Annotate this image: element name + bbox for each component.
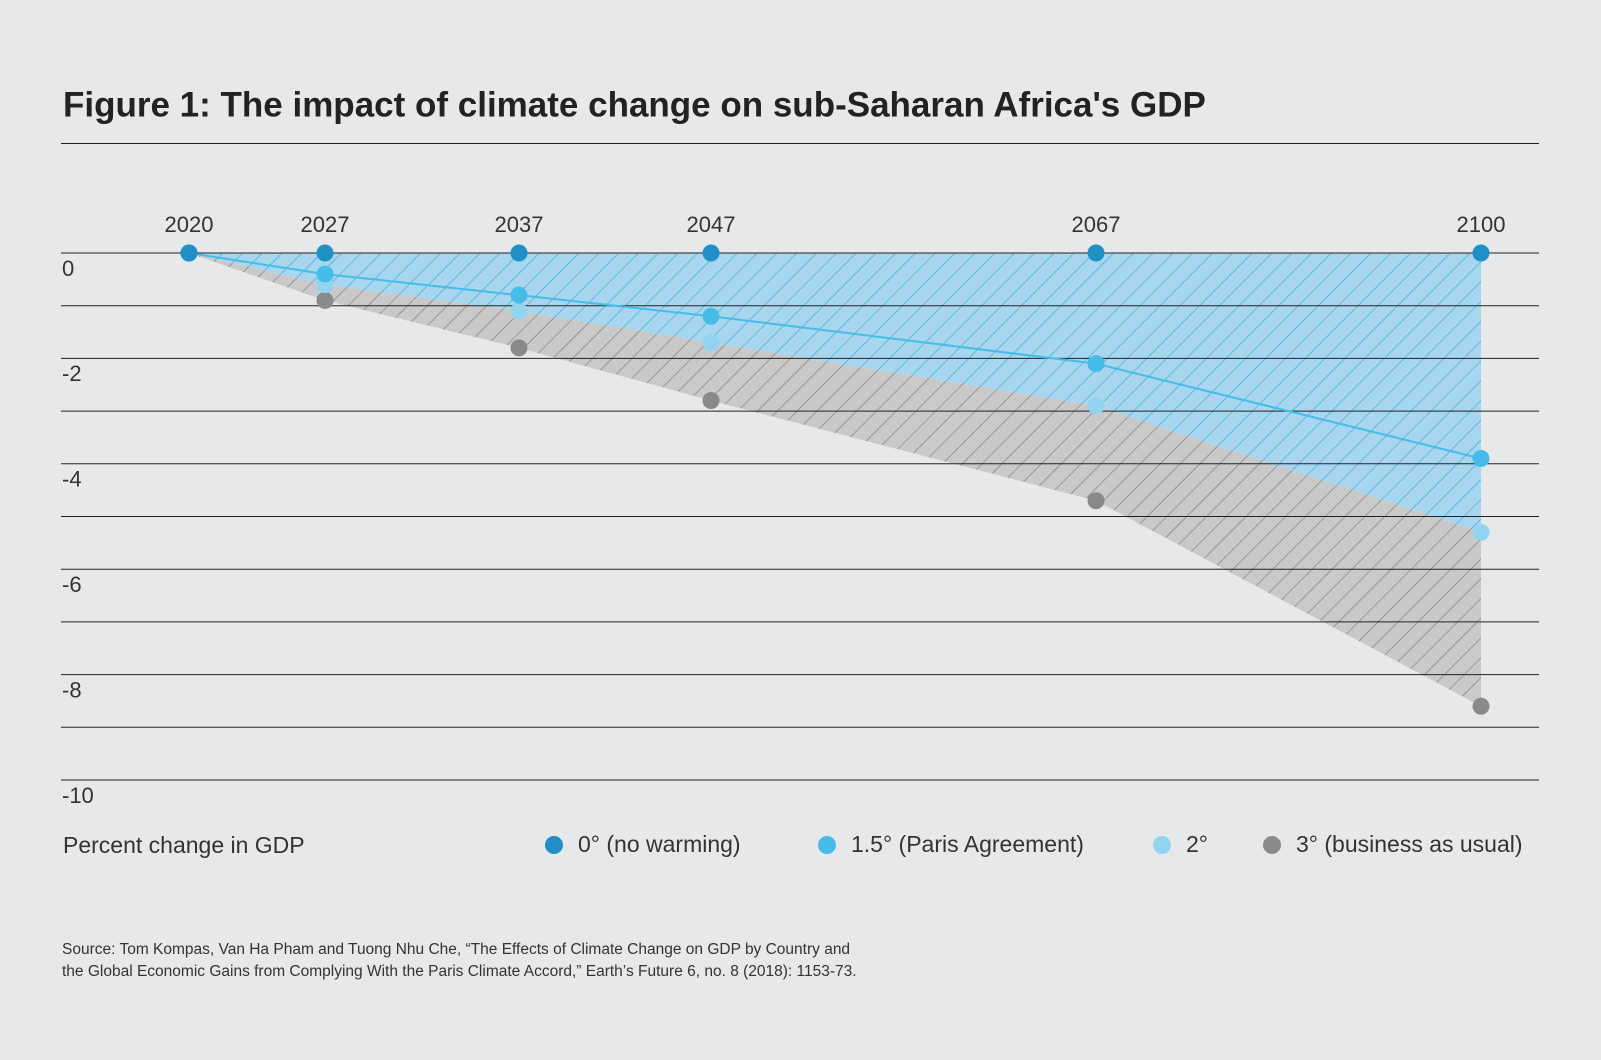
source: the Global Economic Gains from Complying… <box>62 963 857 980</box>
point <box>702 392 720 410</box>
legend-label: 1.5° (Paris Agreement) <box>851 831 1084 857</box>
point <box>702 334 720 352</box>
point <box>1472 697 1490 715</box>
legend-label: 2° <box>1186 831 1208 857</box>
point <box>316 265 334 283</box>
point <box>510 302 528 320</box>
legend-marker <box>545 836 563 854</box>
x-tick-label: 2067 <box>1072 212 1121 237</box>
area-2c <box>189 253 1481 533</box>
point <box>316 244 334 262</box>
y-tick-label: 0 <box>62 256 74 281</box>
chart-title: Figure 1: The impact of climate change o… <box>63 85 1206 124</box>
line-1-5c <box>188 252 1482 460</box>
point <box>1087 397 1105 415</box>
point <box>180 244 198 262</box>
x-tick-label: 2020 <box>165 212 214 237</box>
legend-label: 0° (no warming) <box>578 831 741 857</box>
point <box>1472 450 1490 468</box>
point <box>1087 355 1105 373</box>
point <box>1087 244 1105 262</box>
point <box>510 286 528 304</box>
x-tick-label: 2047 <box>687 212 736 237</box>
legend-marker <box>1263 836 1281 854</box>
point <box>1472 523 1490 541</box>
point <box>1472 244 1490 262</box>
point <box>510 339 528 357</box>
point <box>316 291 334 309</box>
point <box>702 307 720 325</box>
point <box>1087 492 1105 510</box>
x-tick-label: 2037 <box>495 212 544 237</box>
x-tick-label: 2027 <box>301 212 350 237</box>
legend-label: 3° (business as usual) <box>1296 831 1523 857</box>
y-tick-label: -2 <box>62 361 82 386</box>
y-tick-label: -4 <box>62 467 82 492</box>
y-axis-label: Percent change in GDP <box>63 832 305 858</box>
point <box>510 244 528 262</box>
legend-marker <box>1153 836 1171 854</box>
y-tick-label: -8 <box>62 677 82 702</box>
point <box>702 244 720 262</box>
source: Source: Tom Kompas, Van Ha Pham and Tuon… <box>62 941 850 958</box>
area-3c <box>189 253 1481 707</box>
x-tick-label: 2100 <box>1457 212 1506 237</box>
y-tick-label: -6 <box>62 572 82 597</box>
y-tick-label: -10 <box>62 783 94 808</box>
legend-marker <box>818 836 836 854</box>
